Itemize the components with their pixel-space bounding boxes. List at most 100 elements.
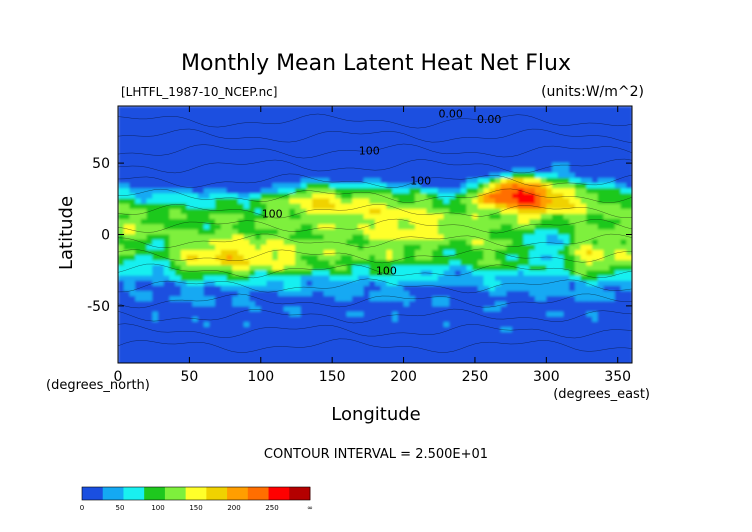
heatmap-cell (386, 183, 393, 189)
heatmap-cell (232, 260, 239, 266)
heatmap-cell (129, 152, 136, 158)
heatmap-cell (546, 244, 553, 251)
heatmap-cell (574, 239, 582, 246)
heatmap-cell (380, 131, 388, 138)
heatmap-cell (518, 363, 524, 369)
heatmap-cell (460, 167, 467, 174)
heatmap-cell (483, 306, 490, 313)
heatmap-cell (215, 219, 222, 225)
contour-lines (118, 113, 632, 353)
heatmap-cell (546, 255, 553, 261)
heatmap-cell (449, 229, 456, 236)
heatmap-cell (243, 106, 250, 112)
heatmap-cell (215, 131, 222, 138)
heatmap-cell (626, 255, 632, 261)
heatmap-cell (432, 136, 439, 143)
heatmap-cell (255, 265, 262, 272)
heatmap-cell (500, 219, 507, 225)
heatmap-cell (363, 167, 370, 174)
heatmap-cell (317, 249, 325, 256)
colorbar-swatch (247, 487, 269, 500)
heatmap-cell (420, 157, 427, 164)
heatmap-cell (346, 270, 353, 277)
heatmap-cell (283, 244, 290, 251)
heatmap-cell (540, 342, 547, 349)
heatmap-cell (175, 141, 182, 148)
heatmap-cell (414, 239, 422, 246)
heatmap-cell (512, 337, 519, 344)
heatmap-cell (277, 280, 285, 287)
heatmap-cell (460, 265, 467, 272)
heatmap-cell (397, 213, 405, 220)
heatmap-cell (552, 121, 559, 128)
heatmap-cell (506, 177, 513, 184)
heatmap-cell (592, 363, 598, 369)
heatmap-cell (597, 296, 605, 302)
heatmap-cell (369, 352, 376, 359)
heatmap-cell (472, 121, 479, 128)
heatmap-cell (512, 111, 519, 117)
heatmap-cell (614, 167, 622, 174)
heatmap-cell (186, 337, 193, 344)
heatmap-cell (203, 172, 210, 179)
heatmap-cell (289, 234, 296, 241)
heatmap-cell (157, 167, 165, 174)
heatmap-cell (369, 270, 376, 277)
heatmap-cell (580, 203, 587, 210)
heatmap-cell (534, 162, 542, 169)
heatmap-cell (272, 255, 279, 261)
heatmap-cell (169, 219, 176, 225)
heatmap-cell (169, 136, 176, 143)
heatmap-cell (226, 291, 233, 297)
heatmap-cell (329, 285, 336, 292)
heatmap-cell (506, 270, 513, 277)
heatmap-cell (260, 332, 268, 338)
heatmap-cell (306, 255, 313, 261)
heatmap-cell (500, 280, 507, 287)
heatmap-cell (146, 291, 153, 297)
heatmap-cell (529, 265, 536, 272)
heatmap-cell (609, 316, 616, 323)
heatmap-cell (477, 285, 485, 292)
heatmap-cell (517, 285, 525, 292)
heatmap-cell (346, 363, 352, 369)
heatmap-cell (352, 265, 359, 272)
heatmap-cell (586, 280, 593, 287)
heatmap-cell (609, 270, 616, 277)
heatmap-cell (260, 203, 268, 210)
heatmap-cell (523, 280, 530, 287)
heatmap-cell (403, 327, 410, 333)
heatmap-cell (626, 363, 632, 369)
heatmap-cell (135, 131, 142, 138)
heatmap-cell (300, 357, 308, 363)
heatmap-cell (163, 157, 170, 164)
heatmap-cell (272, 141, 279, 148)
heatmap-cell (403, 116, 410, 123)
heatmap-cell (197, 311, 205, 318)
heatmap-cell (329, 162, 336, 169)
heatmap-cell (489, 306, 496, 313)
heatmap-cell (620, 167, 627, 174)
heatmap-cell (437, 224, 445, 230)
heatmap-cell (494, 239, 502, 246)
heatmap-cell (432, 321, 439, 328)
heatmap-cell (460, 311, 467, 318)
heatmap-cell (312, 106, 319, 112)
heatmap-cell (380, 229, 388, 236)
heatmap-cell (375, 213, 382, 220)
heatmap-cell (614, 177, 622, 184)
heatmap-cell (375, 363, 381, 369)
heatmap-cell (409, 167, 416, 174)
heatmap-cell (163, 239, 170, 246)
heatmap-cell (449, 280, 456, 287)
heatmap-cell (454, 152, 462, 158)
heatmap-cell (215, 244, 222, 251)
heatmap-cell (249, 296, 256, 302)
heatmap-cell (363, 239, 370, 246)
heatmap-cell (392, 239, 399, 246)
heatmap-cell (592, 255, 599, 261)
heatmap-cell (512, 244, 519, 251)
heatmap-cell (437, 291, 445, 297)
heatmap-cell (489, 111, 496, 117)
heatmap-cell (152, 167, 159, 174)
